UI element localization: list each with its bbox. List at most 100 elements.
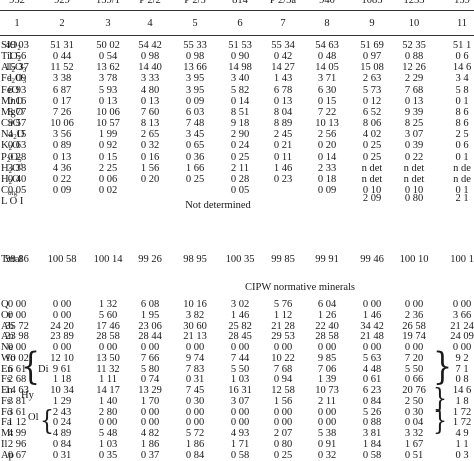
oxide-value: n de	[453, 173, 471, 185]
mineral-value: 0 00	[273, 406, 293, 418]
mineral-value: 0 00	[452, 342, 472, 353]
oxide-value: 3 45	[185, 129, 205, 141]
sample-id-header: 814	[232, 0, 248, 6]
mineral-value: 0 8	[455, 374, 469, 386]
mineral-value: 14 17	[96, 385, 120, 396]
mineral-value: 0 00	[7, 342, 27, 353]
oxide-value: 6 03	[185, 106, 205, 118]
oxide-value: 0 39	[404, 140, 424, 152]
mineral-value: 24 09	[450, 331, 474, 343]
oxide-value: 10 57	[96, 118, 120, 130]
mineral-value: 3 82	[185, 309, 205, 321]
mineral-value: 5 72	[185, 428, 205, 439]
oxide-value: 5 93	[98, 84, 118, 96]
mineral-value: 3 66	[452, 309, 472, 321]
oxide-value: 0 1	[455, 184, 469, 196]
mineral-value: 1 72	[452, 417, 472, 429]
mineral-label: Ne	[1, 342, 14, 353]
oxide-value: 9 18	[230, 118, 250, 130]
oxide-value: 8 77	[7, 106, 27, 118]
mineral-value: 22 40	[315, 320, 339, 332]
mineral-value: 0 30	[404, 406, 424, 418]
oxide-value: 5 8	[455, 84, 469, 96]
mineral-value: 1 46	[230, 309, 250, 321]
oxide-value: 1 43	[273, 73, 293, 85]
column-number: 2	[59, 18, 65, 29]
sample-id-header: 932	[9, 0, 25, 6]
mineral-value: 1 29	[52, 395, 72, 407]
oxide-value: 4 15	[7, 129, 27, 141]
oxide-value: 7 68	[404, 84, 424, 96]
mineral-value: 0 00	[140, 406, 160, 418]
oxide-value: 0 1	[455, 95, 469, 107]
mineral-value: 0 00	[98, 417, 118, 429]
mineral-value: 11 32	[96, 363, 120, 375]
oxide-value: 54 42	[138, 40, 162, 51]
mineral-value: 0 00	[317, 417, 337, 429]
oxide-value: 0 40	[7, 173, 27, 185]
mineral-value: 10 34	[50, 385, 74, 396]
mineral-value: 28 58	[96, 331, 120, 343]
column-number: 8	[324, 18, 330, 29]
mineral-value: 1 86	[185, 438, 205, 450]
oxide-value: 8 25	[404, 118, 424, 130]
oxide-value: 0 97	[362, 51, 382, 63]
total-label: Total	[1, 254, 23, 265]
mineral-value: 5 50	[230, 363, 250, 375]
oxide-value: 0 16	[7, 95, 27, 107]
mineral-value: 0 84	[185, 449, 205, 461]
oxide-value: 10 06	[96, 106, 120, 118]
oxide-value: 1 56	[7, 51, 27, 63]
mineral-value: 7 68	[273, 363, 293, 375]
mineral-value: 6 04	[317, 299, 337, 310]
mineral-value: 20 76	[402, 385, 426, 396]
mineral-value: 1 86	[140, 438, 160, 450]
mineral-value: 13 50	[96, 352, 120, 364]
oxide-value: 10 13	[315, 118, 339, 130]
oxide-value: 0 02	[98, 184, 118, 196]
mineral-label: En	[1, 363, 13, 375]
oxide-value: 14 05	[315, 62, 339, 74]
oxide-value: 14 98	[228, 62, 252, 74]
oxide-value: 3 33	[140, 73, 160, 85]
mineral-value: 0 00	[52, 299, 72, 310]
mineral-value: 7 83	[185, 363, 205, 375]
oxide-value: 1 09	[7, 73, 27, 85]
oxide-value: 50 02	[96, 40, 120, 51]
oxide-value: 0 32	[140, 140, 160, 152]
oxide-value: 0 09	[52, 184, 72, 196]
mineral-value: 0 31	[52, 449, 72, 461]
loi-value: 2 1	[455, 193, 469, 205]
sample-id-header: P 2/5	[184, 0, 206, 6]
mineral-value: 0 25	[273, 449, 293, 461]
mineral-value: 3 81	[7, 395, 27, 407]
oxide-value: n det	[403, 173, 425, 185]
oxide-value: 3 38	[7, 162, 27, 174]
mineral-value: 10 02	[5, 352, 29, 364]
mineral-value: 0 35	[98, 449, 118, 461]
oxide-value: 7 60	[140, 106, 160, 118]
oxide-value: 0 98	[185, 51, 205, 63]
oxide-value: 2 11	[231, 162, 249, 174]
mineral-value: 0 04	[404, 417, 424, 429]
oxide-label: Na2O	[1, 129, 25, 142]
oxide-value: 6 93	[7, 84, 27, 96]
mineral-value: 21 24	[450, 320, 474, 332]
mineral-value: 0 00	[362, 299, 382, 310]
oxide-value: 0 25	[230, 151, 250, 163]
mineral-value: 10 16	[183, 299, 207, 310]
mineral-value: 5 26	[362, 406, 382, 418]
mineral-value: 0 00	[452, 299, 472, 310]
mineral-value: 2 50	[404, 395, 424, 407]
oxide-value: 0 89	[52, 140, 72, 152]
mineral-value: 1 72	[452, 406, 472, 418]
oxide-value: 0 06	[98, 173, 118, 185]
mineral-value: 0 00	[404, 342, 424, 353]
mineral-value: 16 31	[228, 385, 252, 396]
brace-right-hy: }	[433, 383, 447, 415]
oxide-value: 4 36	[52, 162, 72, 174]
oxide-value: 6 30	[317, 84, 337, 96]
loi-value: 0 80	[404, 193, 424, 205]
mineral-value: 7 20	[404, 352, 424, 364]
total-value: 98 95	[183, 254, 207, 265]
